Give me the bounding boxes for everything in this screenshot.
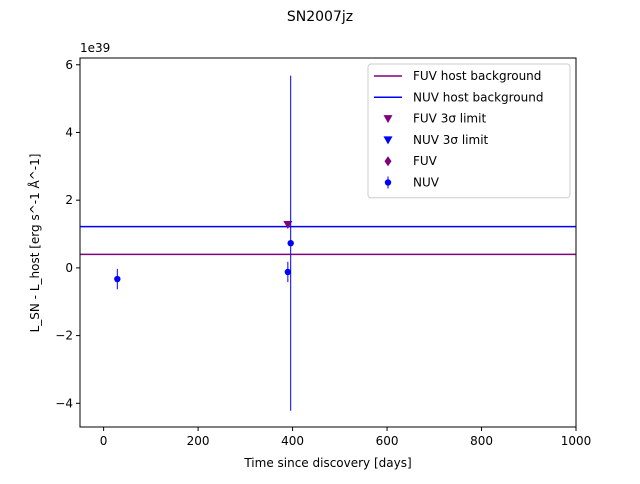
y-tick-label-3: 0 bbox=[65, 261, 73, 275]
y-tick-label-6: 6 bbox=[65, 58, 73, 72]
x-tick-label-2: 200 bbox=[187, 434, 210, 448]
axes: 0 200 400 600 800 1000 −4 −2 0 2 4 6 bbox=[55, 57, 592, 448]
plot-frame bbox=[79, 57, 577, 428]
legend-label: FUV host background bbox=[413, 69, 541, 83]
x-tick-label-5: 800 bbox=[470, 434, 493, 448]
x-axis-label: Time since discovery [days] bbox=[243, 456, 411, 470]
legend-box bbox=[367, 63, 571, 199]
y-axis-label: L_SN - L_host [erg s^-1 Å^-1] bbox=[27, 154, 42, 333]
legend: FUV host background NUV host background FU… bbox=[367, 63, 571, 199]
data-point-4-1 bbox=[114, 275, 121, 283]
data-point-4-2 bbox=[284, 268, 292, 276]
x-tick-label-3: 400 bbox=[281, 434, 304, 448]
y-tick-label-5: 4 bbox=[65, 125, 73, 139]
legend-label: NUV 3σ limit bbox=[413, 133, 489, 147]
y-tick-label-1: −4 bbox=[55, 396, 73, 410]
y-tick-label-2: −2 bbox=[55, 329, 73, 343]
legend-label: FUV bbox=[413, 154, 438, 168]
x-tick-label-6: 1000 bbox=[561, 434, 592, 448]
legend-marker-swatch-3 bbox=[384, 156, 392, 167]
x-tick-label-1: 0 bbox=[100, 434, 108, 448]
legend-marker-swatch-4 bbox=[384, 179, 392, 186]
chart-title: SN2007jz bbox=[287, 9, 353, 25]
legend-marker-swatch-1 bbox=[383, 115, 393, 124]
data-point-1-1 bbox=[283, 221, 293, 230]
legend-label: FUV 3σ limit bbox=[413, 112, 486, 126]
y-tick-label-4: 2 bbox=[65, 193, 73, 207]
data-point-4-3 bbox=[287, 239, 294, 247]
y-offset-label: 1e39 bbox=[80, 41, 110, 55]
legend-label: NUV bbox=[413, 176, 440, 190]
legend-label: NUV host background bbox=[413, 90, 543, 104]
x-tick-label-4: 600 bbox=[376, 434, 399, 448]
legend-marker-swatch-2 bbox=[383, 136, 393, 145]
plot-marks bbox=[80, 75, 576, 411]
